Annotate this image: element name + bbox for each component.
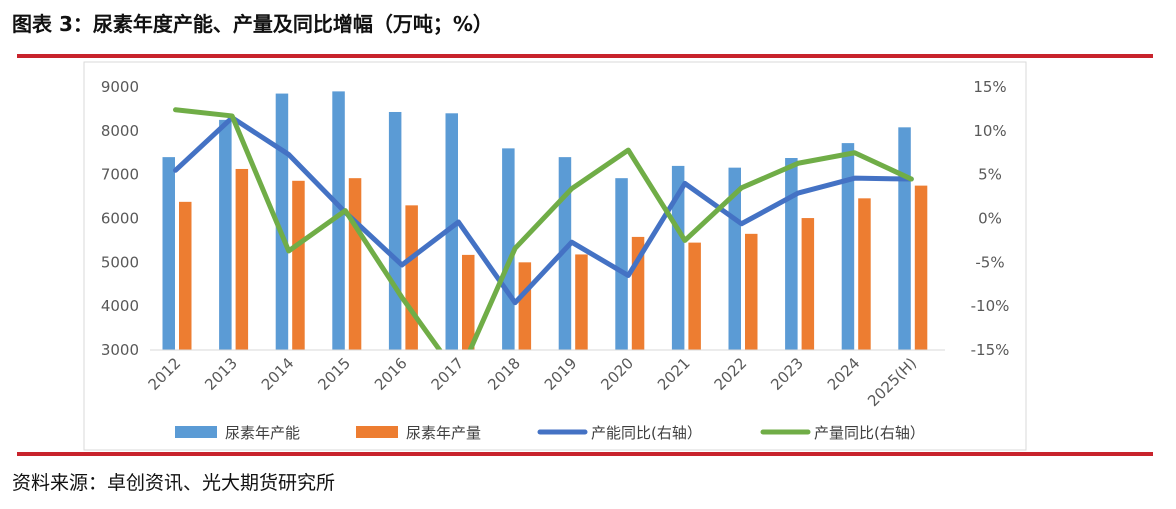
y-right-tick-label: -10% [971, 297, 1010, 315]
capacity-bar [332, 91, 345, 350]
capacity-bar [388, 111, 402, 350]
output-bar [405, 205, 418, 350]
output-bar [518, 262, 532, 350]
y-left-tick-label: 8000 [101, 122, 139, 140]
capacity-bar [275, 93, 289, 350]
y-right-tick-label: 0% [978, 210, 1002, 228]
legend-label: 尿素年产能 [225, 424, 300, 442]
capacity-bar [445, 113, 458, 350]
y-right-tick-label: -15% [971, 341, 1010, 359]
output-yoy-line [173, 107, 914, 350]
output-bar [745, 233, 758, 350]
y-left-tick-label: 5000 [101, 253, 139, 271]
capacity-bar [219, 119, 232, 350]
source-note: 资料来源：卓创资讯、光大期货研究所 [12, 472, 336, 494]
y-left-tick-label: 4000 [101, 297, 139, 315]
output-bar [575, 254, 588, 350]
lines-layer [173, 107, 914, 350]
y-left-tick-label: 3000 [101, 341, 139, 359]
y-right-tick-label: -5% [975, 253, 1004, 271]
y-left-tick-label: 6000 [101, 210, 139, 228]
capacity-bar [728, 167, 741, 350]
capacity-yoy-line [173, 115, 914, 306]
output-bar [688, 242, 701, 350]
bottom-divider [17, 452, 1153, 456]
output-bar [348, 178, 362, 350]
bars-layer [162, 91, 928, 351]
output-bar [801, 218, 815, 350]
capacity-bar [785, 158, 798, 350]
capacity-bar [558, 157, 572, 350]
output-bar [914, 185, 928, 350]
capacity-bar [671, 165, 685, 350]
legend-label: 产能同比(右轴） [591, 424, 702, 442]
capacity-bar [615, 178, 628, 350]
legend-swatch [175, 426, 217, 438]
legend-label: 尿素年产量 [406, 424, 481, 442]
legend-swatch [356, 426, 398, 438]
legend-label: 产量同比(右轴） [814, 424, 925, 442]
top-divider [17, 54, 1153, 58]
capacity-bar [162, 157, 175, 350]
legend: 尿素年产能 尿素年产量 产能同比(右轴） 产量同比(右轴） [175, 424, 925, 442]
output-bar [462, 254, 475, 350]
output-bar [179, 201, 192, 350]
output-bar [235, 168, 249, 350]
output-bar [292, 180, 305, 350]
y-left-tick-label: 7000 [101, 166, 139, 184]
output-bar [858, 198, 871, 350]
capacity-bar [898, 127, 911, 351]
chart-title: 图表 3：尿素年度产能、产量及同比增幅（万吨；%） [12, 12, 493, 36]
y-left-tick-label: 9000 [101, 78, 139, 96]
y-right-tick-label: 10% [973, 122, 1006, 140]
capacity-bar [841, 143, 855, 350]
y-right-tick-label: 5% [978, 166, 1002, 184]
y-right-tick-label: 15% [973, 78, 1006, 96]
